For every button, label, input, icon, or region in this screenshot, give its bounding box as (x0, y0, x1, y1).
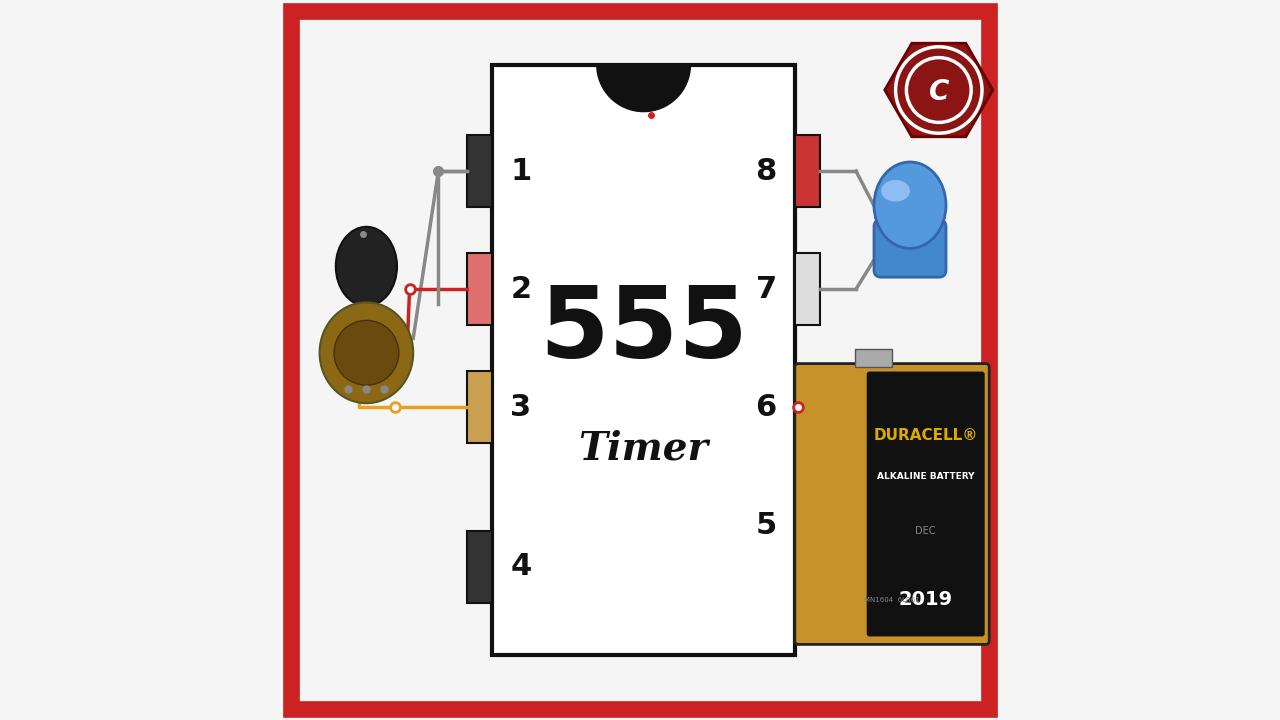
FancyBboxPatch shape (795, 364, 989, 644)
FancyBboxPatch shape (874, 220, 946, 277)
Text: DURACELL®: DURACELL® (873, 428, 978, 443)
Text: 7: 7 (755, 274, 777, 304)
Text: ALKALINE BATTERY: ALKALINE BATTERY (877, 472, 974, 481)
Bar (467, 372, 493, 444)
Bar (467, 253, 493, 325)
Text: 5: 5 (755, 510, 777, 540)
Bar (467, 135, 493, 207)
FancyBboxPatch shape (868, 372, 984, 636)
Text: 555: 555 (539, 282, 748, 379)
Ellipse shape (874, 162, 946, 248)
Bar (795, 372, 820, 444)
Ellipse shape (881, 180, 910, 202)
Wedge shape (596, 65, 690, 112)
Text: C: C (928, 78, 948, 106)
Bar (795, 253, 820, 325)
Text: 4: 4 (511, 552, 531, 581)
Text: Timer: Timer (579, 430, 709, 467)
Ellipse shape (334, 320, 399, 385)
Bar (855, 349, 892, 367)
Text: 9V: 9V (888, 550, 914, 568)
Bar (795, 490, 820, 562)
Text: DEC: DEC (915, 526, 936, 536)
Ellipse shape (335, 227, 397, 306)
Text: 无末: 无末 (919, 554, 932, 564)
Text: 6: 6 (755, 392, 777, 422)
Text: 8: 8 (755, 156, 777, 186)
Bar (795, 135, 820, 207)
FancyBboxPatch shape (493, 65, 795, 655)
Bar (467, 531, 493, 603)
Text: 2: 2 (511, 274, 531, 304)
Text: 2019: 2019 (899, 590, 952, 609)
Text: 1: 1 (511, 156, 531, 186)
Text: MN1604  6LR61: MN1604 6LR61 (864, 597, 920, 603)
Ellipse shape (320, 302, 413, 403)
Text: 3: 3 (511, 392, 531, 422)
